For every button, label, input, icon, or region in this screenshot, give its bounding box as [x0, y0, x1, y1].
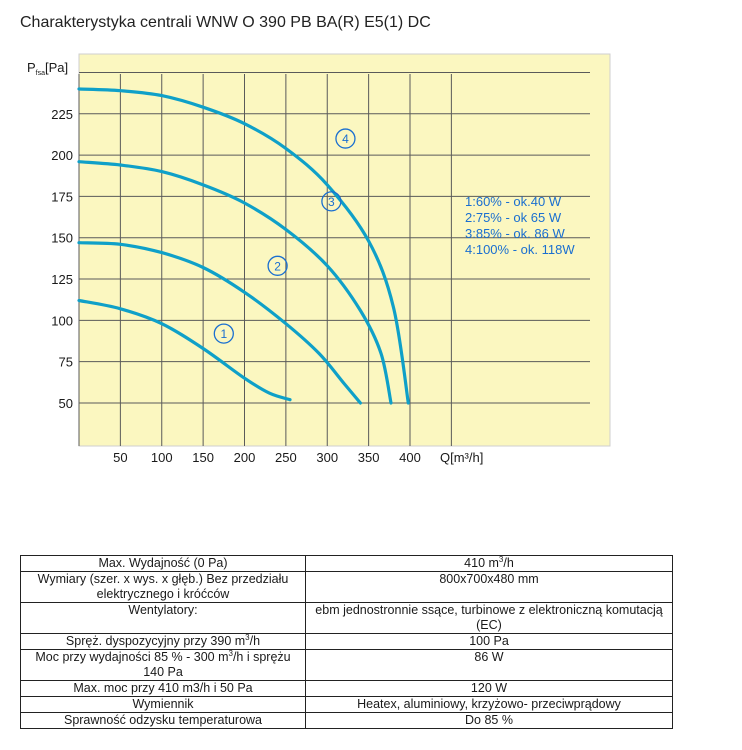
spec-value: 800x700x480 mm [305, 571, 673, 603]
spec-label: Wentylatory: [20, 602, 306, 634]
spec-label: Sprawność odzysku temperaturowa [20, 712, 306, 729]
spec-row: Sprawność odzysku temperaturowa Do 85 % [20, 712, 673, 729]
legend-entry: 4:100% - ok. 118W [465, 242, 575, 257]
curve-4 [77, 87, 410, 405]
curve-label-text: 4 [342, 132, 349, 146]
spec-row: Wentylatory: ebm jednostronnie ssące, tur… [20, 602, 673, 634]
x-tick-label: 250 [275, 450, 297, 465]
curve-label-4: 4 [335, 128, 356, 149]
curve-label-circle [267, 255, 288, 276]
y-tick-label: 175 [51, 189, 73, 204]
curve-label-3: 3 [321, 191, 342, 212]
spec-row: Spręż. dyspozycyjny przy 390 m3/h 100 Pa [20, 633, 673, 650]
y-tick-labels: 50 75 100 125 150 175 200 225 [51, 107, 73, 411]
chart-title: Charakterystyka centrali WNW O 390 PB BA… [20, 14, 431, 31]
spec-value: Do 85 % [305, 712, 673, 729]
x-tick-label: 350 [358, 450, 380, 465]
spec-value: 100 Pa [305, 633, 673, 650]
spec-value: ebm jednostronnie ssące, turbinowe z ele… [305, 602, 673, 634]
y-tick-label: 150 [51, 231, 73, 246]
x-tick-label: 300 [316, 450, 338, 465]
curve-label-text: 1 [220, 327, 227, 341]
curve-label-circle [213, 323, 234, 344]
x-tick-label: 400 [399, 450, 421, 465]
spec-row: Wymiennik Heatex, aluminiowy, krzyżowo- p… [20, 696, 673, 713]
legend: 1:60% - ok.40 W2:75% - ok 65 W3:85% - ok… [465, 194, 575, 257]
spec-value: Heatex, aluminiowy, krzyżowo- przeciwprą… [305, 696, 673, 713]
fan-curve-chart: 1 2 3 4 50 100 150 200 250 300 350 400 50 75 100 125 1… [27, 53, 611, 465]
curve-label-circle [321, 191, 342, 212]
curves [77, 87, 410, 405]
curve-label-text: 3 [328, 195, 335, 209]
curve-3 [77, 160, 393, 405]
y-tick-label: 225 [51, 107, 73, 122]
spec-value: 86 W [305, 649, 673, 681]
spec-label: Moc przy wydajności 85 % - 300 m3/h i sp… [20, 649, 306, 681]
x-axis-label: Q[m³/h] [440, 450, 483, 465]
curve-1 [77, 298, 292, 402]
y-tick-label: 75 [59, 355, 73, 370]
x-tick-label: 200 [234, 450, 256, 465]
curve-labels: 1 2 3 4 [213, 128, 356, 344]
plot-area [78, 53, 611, 447]
y-tick-label: 200 [51, 148, 73, 163]
legend-entry: 1:60% - ok.40 W [465, 194, 562, 209]
spec-label: Spręż. dyspozycyjny przy 390 m3/h [20, 633, 306, 650]
y-tick-label: 125 [51, 272, 73, 287]
x-tick-label: 50 [113, 450, 127, 465]
spec-label: Wymiary (szer. x wys. x głęb.) Bez przed… [20, 571, 306, 603]
legend-entry: 2:75% - ok 65 W [465, 210, 562, 225]
spec-row: Wymiary (szer. x wys. x głęb.) Bez przed… [20, 571, 673, 603]
y-tick-label: 100 [51, 313, 73, 328]
curve-label-text: 2 [274, 259, 281, 273]
y-axis-label: Pfsa[Pa] [27, 60, 68, 77]
x-tick-label: 150 [192, 450, 214, 465]
curve-2 [77, 241, 362, 405]
spec-label: Max. moc przy 410 m3/h i 50 Pa [20, 680, 306, 697]
spec-label: Max. Wydajność (0 Pa) [20, 555, 306, 572]
x-tick-labels: 50 100 150 200 250 300 350 400 [113, 450, 421, 465]
curve-label-2: 2 [267, 255, 288, 276]
x-tick-label: 100 [151, 450, 173, 465]
spec-value: 120 W [305, 680, 673, 697]
spec-row: Moc przy wydajności 85 % - 300 m3/h i sp… [20, 649, 673, 681]
specs-table: Max. Wydajność (0 Pa) 410 m3/h Wymiary (sz… [20, 555, 673, 729]
spec-value: 410 m3/h [305, 555, 673, 572]
spec-label: Wymiennik [20, 696, 306, 713]
spec-row: Max. moc przy 410 m3/h i 50 Pa 120 W [20, 680, 673, 697]
grid-lines [78, 71, 590, 446]
y-tick-label: 50 [59, 396, 73, 411]
curve-label-1: 1 [213, 323, 234, 344]
spec-row: Max. Wydajność (0 Pa) 410 m3/h [20, 555, 673, 572]
curve-label-circle [335, 128, 356, 149]
legend-entry: 3:85% - ok. 86 W [465, 226, 565, 241]
